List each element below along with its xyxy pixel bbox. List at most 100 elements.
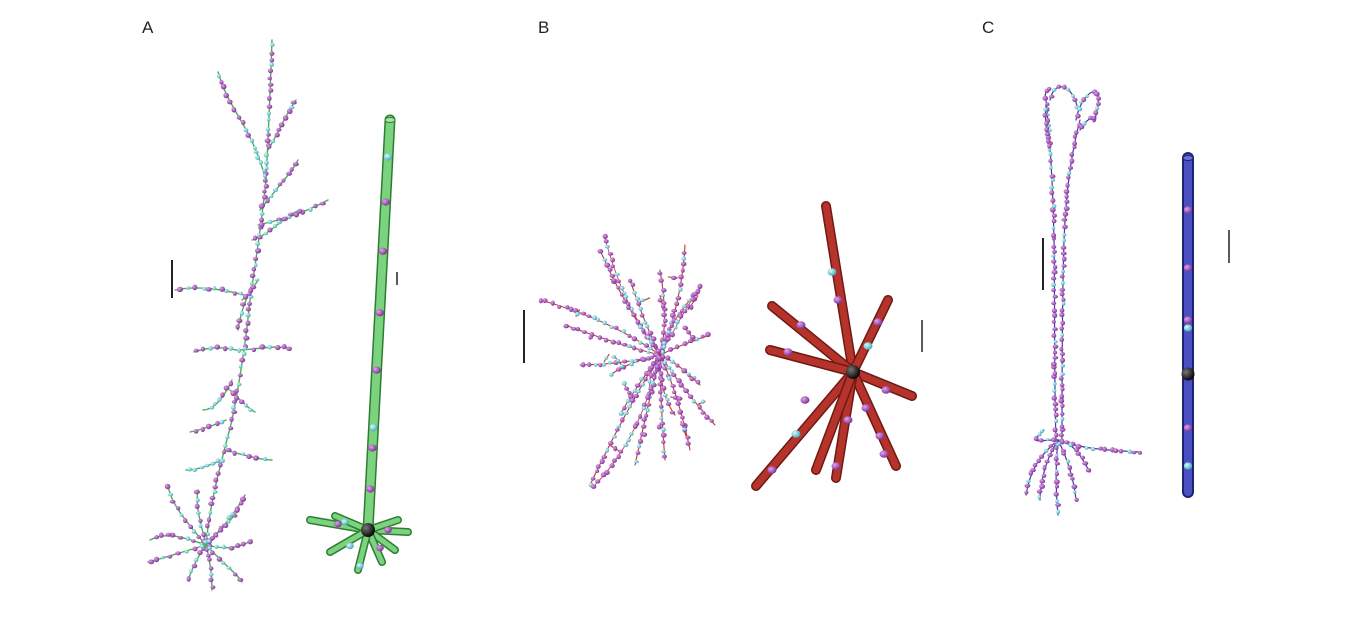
synapse-cyan [160, 555, 165, 560]
synapse-magenta [652, 370, 658, 375]
neuron-a-synapses [148, 42, 326, 590]
synapse-cyan [270, 42, 275, 47]
synapse-magenta [262, 178, 268, 183]
synapse-cyan [184, 550, 189, 554]
synapse-magenta [570, 327, 577, 331]
synapse-cyan [1051, 204, 1057, 209]
synapse-magenta [641, 328, 646, 333]
synapse-magenta [1041, 473, 1047, 478]
synapse-cyan [674, 319, 680, 325]
synapse-magenta [247, 301, 252, 306]
synapse-magenta [610, 257, 616, 263]
synapse-magenta [278, 122, 285, 128]
synapse-magenta [274, 132, 280, 138]
synapse-magenta [591, 484, 597, 489]
synapse-magenta [616, 340, 622, 346]
synapse-cyan [210, 461, 216, 466]
synapse-cyan [179, 513, 184, 517]
synapse-magenta [601, 455, 608, 459]
synapse-magenta [286, 108, 293, 115]
synapse-magenta [675, 363, 680, 368]
synapse-magenta [183, 518, 188, 524]
synapse-cyan [1040, 429, 1044, 433]
synapse-magenta [607, 267, 613, 272]
synapse-magenta [650, 360, 656, 366]
synapse-magenta [228, 380, 234, 387]
synapse-cyan [1068, 442, 1073, 448]
synapse-magenta [678, 382, 684, 388]
synapse-cyan [263, 456, 267, 462]
synapse-magenta [641, 357, 647, 362]
synapse-magenta [1047, 453, 1053, 458]
synapse-cyan [248, 408, 253, 412]
synapse-magenta [1065, 182, 1070, 188]
synapse-magenta [253, 256, 259, 261]
synapse-cyan [634, 296, 641, 302]
synapse-magenta [590, 476, 596, 481]
synapse-cyan [226, 519, 231, 524]
synapse-marker [1183, 424, 1193, 432]
synapse-magenta [1052, 356, 1059, 360]
synapse-magenta [641, 417, 647, 422]
synapse-magenta [638, 414, 643, 419]
synapse-cyan [614, 272, 620, 276]
synapse-marker [873, 318, 883, 326]
synapse-cyan [640, 382, 645, 387]
synapse-marker [356, 562, 364, 570]
synapse-cyan [678, 287, 683, 292]
synapse-magenta [709, 418, 714, 423]
synapse-cyan [1060, 363, 1066, 368]
synapse-magenta [1102, 446, 1108, 452]
synapse-marker [378, 247, 388, 255]
synapse-magenta [633, 393, 640, 399]
synapse-cyan [1047, 147, 1052, 152]
synapse-cyan [616, 358, 621, 363]
synapse-magenta [1036, 458, 1042, 464]
synapse-cyan [1061, 301, 1066, 306]
synapse-magenta [1044, 120, 1049, 127]
synapse-cyan [602, 320, 608, 326]
synapse-magenta [660, 432, 667, 438]
synapse-cyan [681, 304, 687, 309]
synapse-magenta [603, 239, 609, 244]
synapse-magenta [232, 572, 238, 577]
synapse-magenta [259, 217, 265, 223]
synapse-cyan [626, 437, 631, 443]
synapse-magenta [1059, 337, 1065, 342]
synapse-magenta [213, 477, 219, 483]
soma-c [1181, 367, 1195, 381]
synapse-cyan [244, 403, 248, 408]
synapse-cyan [243, 128, 249, 133]
synapse-magenta [1050, 276, 1057, 281]
synapse-cyan [638, 376, 645, 381]
synapse-magenta [1060, 449, 1067, 453]
synapse-magenta [1051, 288, 1056, 293]
synapse-magenta [1059, 291, 1065, 297]
synapse-magenta [607, 252, 614, 256]
synapse-magenta [245, 307, 251, 312]
synapse-cyan [189, 569, 193, 574]
synapse-cyan [198, 523, 203, 529]
synapse-cyan [1084, 446, 1089, 450]
synapse-magenta [635, 319, 641, 325]
synapse-magenta [267, 227, 273, 233]
synapse-magenta [193, 489, 200, 495]
synapse-magenta [253, 235, 258, 241]
synapse-magenta [1050, 437, 1057, 442]
synapse-magenta [292, 162, 299, 167]
synapse-magenta [1053, 407, 1059, 412]
synapse-magenta [210, 535, 216, 540]
synapse-magenta [148, 559, 155, 565]
synapse-magenta [661, 323, 667, 327]
synapse-magenta [1062, 211, 1069, 217]
synapse-cyan [1071, 94, 1075, 98]
synapse-magenta [1038, 454, 1045, 459]
synapse-magenta [641, 432, 648, 437]
synapse-cyan [1066, 171, 1072, 176]
synapse-magenta [692, 291, 698, 297]
synapse-cyan [647, 346, 653, 351]
synapse-magenta [214, 533, 219, 538]
synapse-magenta [608, 440, 614, 446]
synapse-magenta [1061, 264, 1067, 268]
synapse-magenta [681, 251, 687, 255]
